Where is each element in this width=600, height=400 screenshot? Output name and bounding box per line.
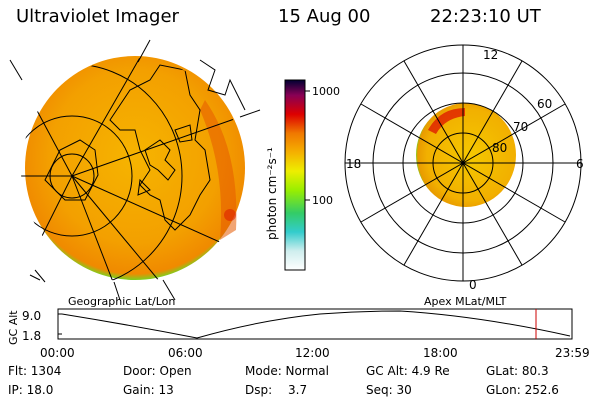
coastline-greenland <box>44 139 99 201</box>
altitude-plot: 9.0 1.8 GC Alt 00:00 06:00 12:00 18:00 2… <box>7 308 590 360</box>
colorbar-tick-1000: 1000 <box>312 85 340 98</box>
time-label: 22:23:10 UT <box>430 6 541 27</box>
mode-status: Mode: Normal <box>245 364 329 378</box>
time-tick-0600: 06:00 <box>168 346 203 360</box>
alt-ylabel: GC Alt <box>7 310 20 345</box>
geographic-map <box>9 39 261 301</box>
dsp-value: 3.7 <box>288 383 308 397</box>
colorbar-unit-label: photon cm⁻²s⁻¹ <box>265 147 279 240</box>
flight-number: Flt: 1304 <box>8 364 62 378</box>
colorbar-scale <box>284 79 306 271</box>
time-tick-2359: 23:59 <box>555 346 590 360</box>
polar-plot: 12 18 6 0 60 70 80 <box>344 44 584 292</box>
dsp-label: Dsp: <box>245 383 273 397</box>
time-tick-1200: 12:00 <box>295 346 330 360</box>
colorbar: 1000 100 photon cm⁻²s⁻¹ <box>265 79 340 271</box>
gain-value: Gain: 13 <box>123 383 174 397</box>
auroral-disk-image <box>25 56 245 280</box>
altitude-plot-frame <box>57 308 573 340</box>
dayside-emission <box>200 100 237 240</box>
lat-label-80: 80 <box>492 141 507 155</box>
time-tick-0000: 00:00 <box>40 346 75 360</box>
ip-value: IP: 18.0 <box>8 383 54 397</box>
polar-red-emission <box>428 108 465 134</box>
alt-tick-9: 9.0 <box>22 309 41 323</box>
sequence-number: Seq: 30 <box>366 383 412 397</box>
coastline-islands <box>137 124 193 196</box>
mlt-label-18: 18 <box>346 157 361 171</box>
apex-label: Apex MLat/MLT <box>424 295 507 308</box>
polar-auroral-image <box>416 103 516 207</box>
lat-label-70: 70 <box>513 120 528 134</box>
time-tick-1800: 18:00 <box>423 346 458 360</box>
geographic-label: Geographic Lat/Lon <box>68 295 175 308</box>
lat-label-60: 60 <box>537 97 552 111</box>
geographic-latitude: GLat: 80.3 <box>486 364 549 378</box>
mlt-label-6: 6 <box>576 157 584 171</box>
door-status: Door: Open <box>123 364 192 378</box>
altitude-curve <box>61 310 571 339</box>
mlt-label-12: 12 <box>483 48 498 62</box>
geographic-longitude: GLon: 252.6 <box>486 383 559 397</box>
colorbar-tick-100: 100 <box>312 194 333 207</box>
coastline <box>109 64 211 231</box>
gc-altitude: GC Alt: 4.9 Re <box>366 364 450 378</box>
alt-tick-1.8: 1.8 <box>22 329 41 343</box>
mlt-label-0: 0 <box>469 278 477 292</box>
date-label: 15 Aug 00 <box>278 6 371 27</box>
instrument-title: Ultraviolet Imager <box>16 6 179 27</box>
